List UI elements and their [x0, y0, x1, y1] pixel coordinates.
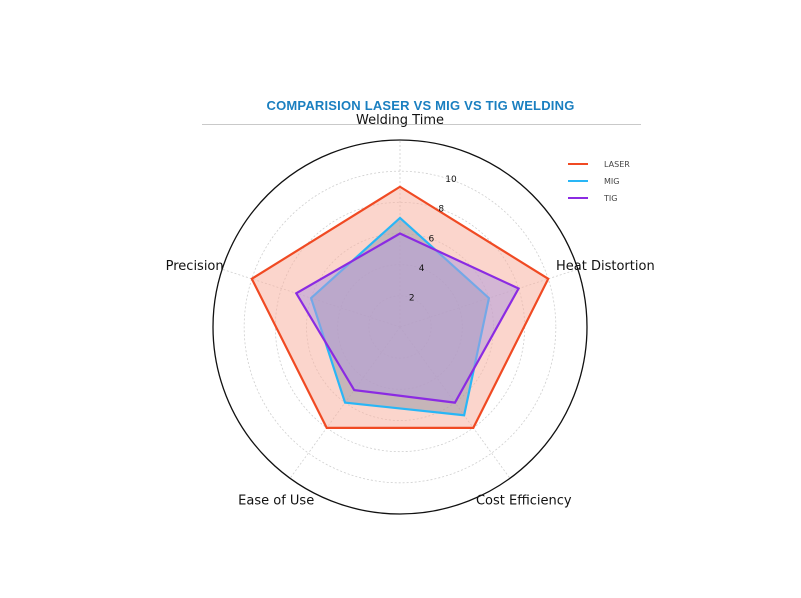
- r-tick-label-6: 6: [429, 234, 435, 244]
- radar-series: [250, 185, 550, 429]
- axis-label-cost-efficiency: Cost Efficiency: [476, 493, 572, 508]
- axis-label-heat-distortion: Heat Distortion: [556, 259, 655, 274]
- r-tick-label-4: 4: [419, 264, 425, 274]
- grid-circle-10: [243, 170, 557, 484]
- axis-label-ease-of-use: Ease of Use: [238, 493, 314, 508]
- legend-label-laser: LASER: [604, 160, 630, 169]
- axis-label-welding-time: Welding Time: [356, 113, 444, 128]
- chart-title: COMPARISION LASER VS MIG VS TIG WELDING: [266, 98, 575, 113]
- r-tick-label-10: 10: [445, 175, 457, 185]
- r-tick-label-8: 8: [438, 205, 444, 215]
- r-tick-label-2: 2: [409, 293, 415, 303]
- outer-circle: [212, 139, 588, 515]
- axis-label-precision: Precision: [166, 259, 224, 274]
- chart-legend: LASER MIG TIG: [568, 160, 630, 203]
- legend-label-mig: MIG: [604, 177, 619, 186]
- series-tig-area: [294, 232, 521, 404]
- legend-label-tig: TIG: [603, 194, 617, 203]
- radar-labels: 2 4 6 8 10 Welding Time Heat Distortion Cost Ef…: [166, 113, 655, 508]
- title-divider: [202, 124, 641, 125]
